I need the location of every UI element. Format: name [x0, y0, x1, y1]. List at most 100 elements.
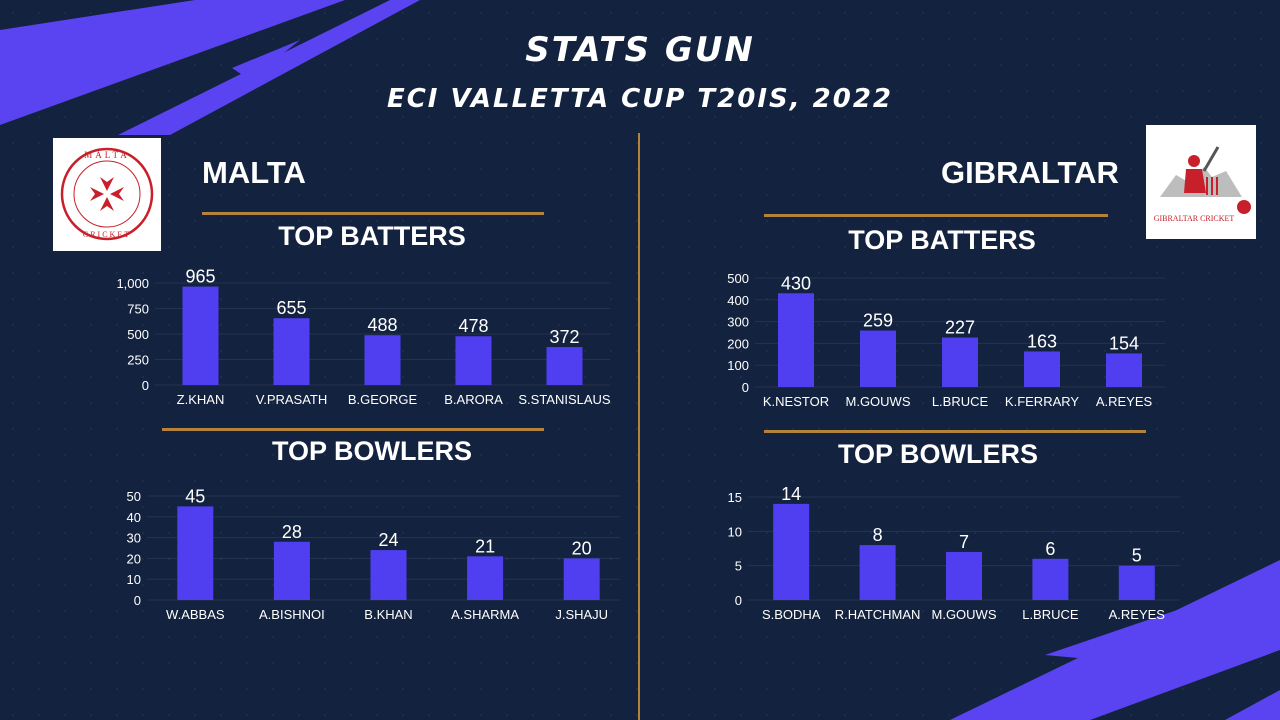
bar — [364, 335, 401, 385]
bar — [563, 558, 600, 600]
x-tick-label: M.GOUWS — [932, 607, 997, 622]
malta-mid-rule — [162, 428, 544, 431]
bar-value-label: 5 — [1132, 546, 1142, 566]
y-tick-label: 300 — [727, 315, 749, 330]
gibraltar-bowlers-title: TOP BOWLERS — [837, 439, 1039, 469]
bar — [177, 506, 214, 600]
y-tick-label: 400 — [727, 293, 749, 308]
y-tick-label: 0 — [735, 593, 742, 608]
bar — [859, 545, 896, 600]
gibraltar-batters-title: TOP BATTERS — [848, 225, 1036, 255]
y-tick-label: 750 — [127, 302, 149, 317]
bar — [370, 550, 407, 600]
gibraltar-header-rule — [764, 214, 1108, 217]
page-title: STATS GUN — [525, 30, 755, 70]
gibraltar-logo: GIBRALTAR CRICKET — [1146, 125, 1256, 239]
bar — [455, 336, 492, 385]
bar-value-label: 227 — [945, 318, 975, 338]
malta-logo: MALTA CRICKET — [53, 138, 161, 251]
y-tick-label: 10 — [728, 524, 742, 539]
gibraltar-batters-chart: 0 100 200 300 400 500 430 K.NESTOR 259 M.GOUWS 227… — [727, 271, 1165, 409]
bar-value-label: 7 — [959, 532, 969, 552]
bar-value-label: 372 — [549, 327, 579, 347]
gibraltar-bowlers-chart: 0 5 10 15 14 S.BODHA 8 R.HATCHMAN 7 M.GOUWS 6 L.BRU… — [728, 484, 1180, 622]
y-tick-label: 15 — [728, 490, 742, 505]
bar-value-label: 163 — [1027, 331, 1057, 351]
team-name-malta: MALTA — [202, 155, 306, 190]
bar — [860, 330, 896, 387]
y-tick-label: 0 — [142, 378, 149, 393]
page-subtitle: ECI VALLETTA CUP T20IS, 2022 — [386, 84, 894, 114]
y-tick-label: 5 — [735, 559, 742, 574]
bar — [546, 347, 583, 385]
bar-value-label: 14 — [781, 484, 801, 504]
x-tick-label: V.PRASATH — [256, 392, 328, 407]
x-tick-label: W.ABBAS — [166, 607, 225, 622]
y-tick-label: 1,000 — [116, 276, 149, 291]
team-name-gibraltar: GIBRALTAR — [941, 155, 1119, 190]
bar — [1024, 351, 1060, 387]
x-tick-label: B.ARORA — [444, 392, 503, 407]
x-tick-label: B.GEORGE — [348, 392, 418, 407]
x-tick-label: J.SHAJU — [555, 607, 608, 622]
y-tick-label: 250 — [127, 353, 149, 368]
x-tick-label: Z.KHAN — [177, 392, 225, 407]
bar-value-label: 478 — [458, 316, 488, 336]
bar-value-label: 154 — [1109, 333, 1139, 353]
bar — [773, 503, 810, 600]
bar — [942, 337, 978, 387]
malta-bowlers-chart: 0 10 20 30 40 50 45 W.ABBAS 28 A.BISHNOI 24 B.KHAN 2… — [127, 486, 620, 622]
bar-value-label: 28 — [282, 522, 302, 542]
x-tick-label: S.BODHA — [762, 607, 821, 622]
bar — [273, 541, 310, 600]
x-tick-label: A.SHARMA — [451, 607, 519, 622]
bar-value-label: 6 — [1045, 539, 1055, 559]
bar-value-label: 965 — [185, 267, 215, 287]
bar — [467, 556, 504, 600]
malta-header-rule — [202, 212, 544, 215]
svg-text:CRICKET: CRICKET — [83, 230, 131, 239]
y-tick-label: 0 — [742, 380, 749, 395]
x-tick-label: K.FERRARY — [1005, 394, 1079, 409]
y-tick-label: 500 — [127, 327, 149, 342]
gibraltar-mid-rule — [764, 430, 1146, 433]
bar-value-label: 24 — [378, 530, 398, 550]
bar — [1106, 353, 1142, 387]
y-tick-label: 20 — [127, 551, 141, 566]
malta-batters-title: TOP BATTERS — [278, 221, 466, 251]
bar — [273, 318, 310, 385]
svg-text:GIBRALTAR CRICKET: GIBRALTAR CRICKET — [1154, 214, 1235, 223]
bar — [1118, 565, 1155, 600]
bar-value-label: 488 — [367, 315, 397, 335]
x-tick-label: L.BRUCE — [932, 394, 989, 409]
y-tick-label: 10 — [127, 572, 141, 587]
y-tick-label: 30 — [127, 531, 141, 546]
y-tick-label: 0 — [134, 593, 141, 608]
x-tick-label: A.REYES — [1109, 607, 1166, 622]
x-tick-label: R.HATCHMAN — [835, 607, 921, 622]
bar-value-label: 20 — [572, 538, 592, 558]
malta-bowlers-title: TOP BOWLERS — [271, 436, 473, 466]
y-tick-label: 200 — [727, 336, 749, 351]
x-tick-label: M.GOUWS — [846, 394, 911, 409]
bar-value-label: 21 — [475, 536, 495, 556]
y-tick-label: 40 — [127, 510, 141, 525]
bar-value-label: 430 — [781, 273, 811, 293]
bar-value-label: 8 — [873, 525, 883, 545]
bar — [778, 293, 814, 387]
x-tick-label: S.STANISLAUS — [518, 392, 611, 407]
x-tick-label: B.KHAN — [364, 607, 412, 622]
x-tick-label: K.NESTOR — [763, 394, 829, 409]
malta-batters-chart: 0 250 500 750 1,000 965 Z.KHAN 655 V.PRASATH 488 B… — [116, 267, 611, 407]
bar — [946, 551, 982, 600]
bar-value-label: 45 — [185, 486, 205, 506]
x-tick-label: L.BRUCE — [1022, 607, 1079, 622]
center-divider — [638, 133, 640, 720]
y-tick-label: 500 — [727, 271, 749, 286]
y-tick-label: 100 — [727, 358, 749, 373]
x-tick-label: A.BISHNOI — [259, 607, 325, 622]
bar — [1032, 558, 1069, 600]
y-tick-label: 50 — [127, 489, 141, 504]
bar-value-label: 655 — [276, 298, 306, 318]
